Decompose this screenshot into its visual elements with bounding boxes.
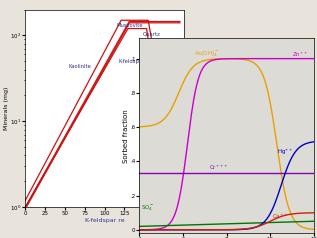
X-axis label: K-feldspar re: K-feldspar re: [85, 218, 124, 223]
Text: Zn$^{++}$: Zn$^{++}$: [292, 50, 308, 59]
Text: Hg$^{++}$: Hg$^{++}$: [277, 148, 293, 158]
Text: As(OH)$_4^-$: As(OH)$_4^-$: [194, 49, 219, 59]
Y-axis label: Sorbed fraction: Sorbed fraction: [123, 109, 129, 163]
Text: K-feldspar: K-feldspar: [119, 59, 145, 64]
Text: Muscovite: Muscovite: [117, 23, 143, 28]
Text: Cr$^{+++}$: Cr$^{+++}$: [209, 163, 229, 172]
Text: SO$_4^-$: SO$_4^-$: [140, 203, 154, 213]
Y-axis label: Minerals (mg): Minerals (mg): [3, 87, 9, 130]
Text: Quartz: Quartz: [143, 31, 160, 36]
Text: Kaolinite: Kaolinite: [69, 64, 92, 69]
Text: Ca$^{++}$: Ca$^{++}$: [272, 212, 288, 221]
